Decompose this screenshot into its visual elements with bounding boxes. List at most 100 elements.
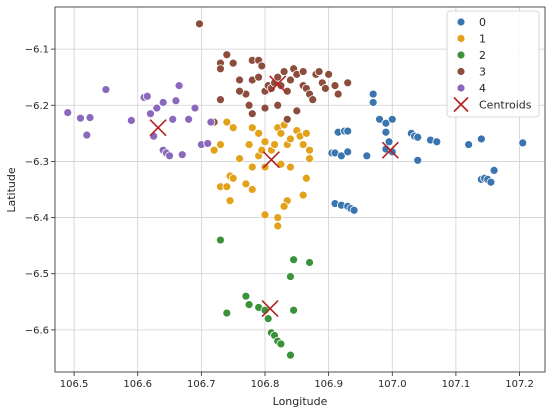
point-cluster-1 [270, 140, 279, 149]
centroid-marker [149, 119, 167, 137]
point-cluster-0 [336, 151, 346, 161]
x-tick-label: 106.8 [251, 379, 280, 390]
point-cluster-3 [292, 106, 302, 116]
point-cluster-3 [282, 86, 292, 96]
point-cluster-0 [413, 132, 423, 142]
point-cluster-0 [489, 166, 499, 175]
point-cluster-4 [76, 113, 85, 123]
centroid-marker [381, 141, 399, 159]
legend-marker [456, 67, 466, 76]
point-cluster-3 [257, 61, 267, 71]
point-cluster-3 [254, 72, 264, 82]
point-cluster-1 [216, 140, 225, 149]
point-cluster-4 [165, 151, 174, 161]
point-cluster-3 [321, 84, 330, 93]
point-cluster-1 [260, 210, 270, 220]
point-cluster-0 [476, 134, 486, 144]
x-tick-label: 106.5 [60, 379, 89, 390]
point-cluster-4 [149, 131, 159, 141]
point-cluster-1 [228, 123, 238, 133]
y-tick-label: −6.4 [25, 213, 49, 224]
point-cluster-3 [260, 103, 270, 113]
point-cluster-1 [286, 162, 295, 172]
point-cluster-3 [222, 50, 232, 60]
point-cluster-0 [362, 151, 372, 161]
legend-marker [456, 50, 466, 60]
point-cluster-1 [222, 182, 232, 192]
y-tick-label: −6.6 [25, 325, 49, 336]
point-cluster-1 [247, 123, 257, 133]
legend-label: 2 [479, 49, 486, 62]
point-cluster-1 [247, 162, 257, 172]
point-cluster-1 [305, 145, 314, 155]
point-cluster-1 [298, 140, 308, 149]
legend-entry: Centroids [453, 96, 532, 113]
point-cluster-3 [279, 67, 289, 76]
y-tick-label: −6.1 [25, 45, 49, 56]
point-cluster-1 [301, 173, 311, 183]
point-cluster-1 [209, 145, 219, 155]
point-cluster-2 [241, 291, 251, 301]
legend-label: 3 [479, 66, 486, 79]
legend-entry: 4 [456, 82, 486, 95]
x-tick-label: 107.1 [442, 379, 471, 390]
point-cluster-2 [216, 235, 225, 245]
point-cluster-4 [101, 85, 111, 94]
y-tick-label: −6.5 [25, 269, 49, 280]
legend-label: 1 [479, 33, 486, 46]
centroid-marker [269, 75, 287, 93]
point-cluster-3 [235, 75, 244, 85]
point-cluster-2 [289, 305, 299, 315]
point-cluster-0 [349, 205, 359, 215]
point-cluster-1 [273, 213, 283, 222]
point-cluster-0 [343, 147, 353, 157]
point-cluster-2 [286, 272, 295, 281]
point-cluster-2 [305, 258, 314, 267]
legend-entry: 0 [456, 16, 486, 29]
point-cluster-4 [206, 117, 216, 127]
point-cluster-4 [82, 130, 92, 140]
point-cluster-4 [146, 109, 155, 119]
x-axis-label: Longitude [273, 395, 328, 408]
point-cluster-3 [343, 78, 353, 88]
legend-entry: 3 [456, 66, 486, 79]
point-cluster-3 [282, 114, 292, 124]
legend-box [446, 10, 540, 118]
point-cluster-2 [244, 300, 254, 310]
point-cluster-1 [241, 179, 251, 189]
point-cluster-0 [381, 127, 391, 137]
point-cluster-0 [432, 137, 442, 147]
point-cluster-4 [126, 116, 136, 125]
point-cluster-2 [222, 308, 232, 318]
point-cluster-3 [235, 86, 244, 96]
point-cluster-1 [260, 137, 270, 147]
point-cluster-0 [375, 114, 384, 124]
point-cluster-3 [314, 67, 324, 76]
point-cluster-0 [343, 126, 353, 136]
point-cluster-0 [368, 89, 378, 99]
legend: 0 1 2 3 4 Centroids [446, 10, 540, 118]
point-cluster-0 [381, 118, 391, 128]
point-cluster-1 [222, 117, 232, 127]
x-tick-label: 106.7 [187, 379, 216, 390]
point-cluster-4 [171, 96, 181, 106]
point-cluster-3 [273, 100, 283, 110]
point-cluster-3 [333, 89, 343, 99]
point-cluster-3 [308, 95, 318, 105]
legend-entry: 1 [456, 33, 486, 46]
point-cluster-3 [216, 64, 225, 74]
point-cluster-2 [289, 255, 299, 265]
point-cluster-3 [286, 75, 295, 85]
y-tick-label: −6.3 [25, 157, 49, 168]
legend-label: 4 [479, 82, 486, 95]
point-cluster-3 [228, 58, 238, 68]
point-cluster-2 [263, 314, 273, 324]
x-tick-label: 106.9 [314, 379, 343, 390]
centroid-marker [262, 151, 280, 169]
point-cluster-1 [276, 128, 286, 138]
point-cluster-4 [184, 114, 194, 124]
point-cluster-0 [368, 98, 378, 107]
point-cluster-1 [301, 128, 311, 138]
point-cluster-4 [85, 113, 95, 123]
